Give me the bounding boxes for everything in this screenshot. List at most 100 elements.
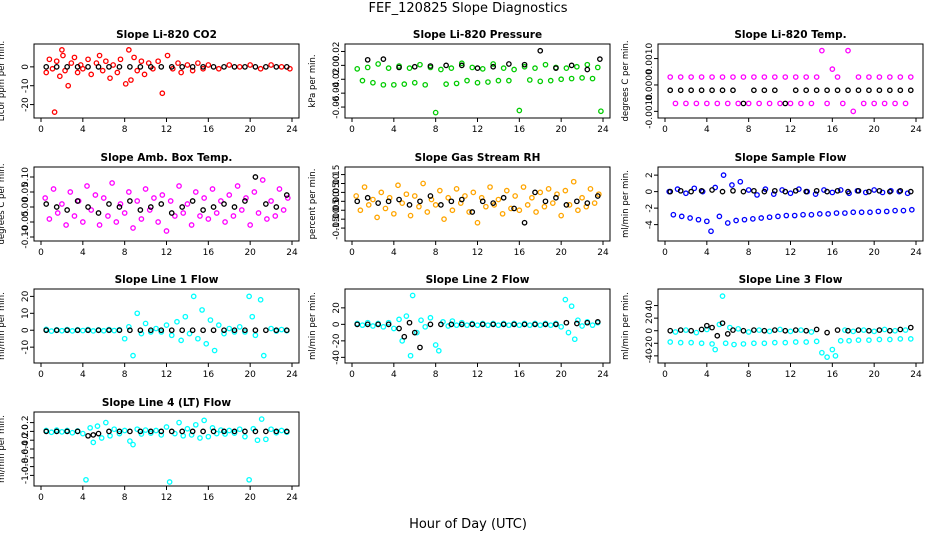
data-point <box>284 195 291 201</box>
data-point <box>584 319 591 326</box>
y-tick-label: -0.2 <box>21 431 31 449</box>
data-point <box>819 349 825 356</box>
data-point <box>855 87 862 94</box>
data-point <box>74 428 81 435</box>
y-tick-label: -0.6 <box>21 449 31 467</box>
x-tick-label: 20 <box>868 125 880 135</box>
data-point <box>127 198 133 204</box>
data-point <box>201 417 207 424</box>
data-point <box>413 329 420 336</box>
data-point <box>59 428 65 435</box>
data-point <box>816 211 823 217</box>
data-point <box>242 433 248 440</box>
data-point <box>751 340 757 347</box>
data-point <box>252 428 259 435</box>
data-point <box>708 228 714 235</box>
data-point <box>782 327 789 334</box>
data-point <box>411 193 418 199</box>
data-point <box>902 327 909 333</box>
data-point <box>106 327 112 334</box>
data-point <box>469 209 476 215</box>
data-point <box>74 327 81 334</box>
y-tick-label: -0.06 <box>332 95 342 119</box>
data-point <box>745 329 752 335</box>
data-point <box>516 107 523 114</box>
data-point <box>71 213 78 219</box>
data-point <box>547 77 554 84</box>
data-point <box>594 193 601 199</box>
data-point <box>102 58 109 65</box>
data-point <box>698 74 705 80</box>
x-tick-label: 0 <box>662 125 668 135</box>
y-axis-label: ml/min per min. <box>0 292 7 360</box>
data-point <box>168 64 175 70</box>
data-point <box>268 426 274 433</box>
data-point <box>280 207 287 213</box>
data-point <box>416 203 422 210</box>
data-point <box>866 188 872 195</box>
data-point <box>589 75 596 82</box>
x-tick-label: 20 <box>555 370 567 380</box>
data-point <box>566 202 573 208</box>
data-point <box>469 64 476 71</box>
data-point <box>273 428 280 435</box>
data-point <box>703 322 710 329</box>
data-point <box>111 426 118 433</box>
data-point <box>553 321 559 328</box>
data-point <box>168 210 175 216</box>
data-point <box>506 77 512 84</box>
data-point <box>46 216 53 222</box>
data-point <box>180 432 187 439</box>
data-point <box>211 347 218 354</box>
data-point <box>190 293 197 300</box>
data-point <box>579 194 585 201</box>
x-tick-label: 0 <box>38 248 44 258</box>
plot-frame <box>344 166 611 242</box>
data-point <box>238 207 245 213</box>
data-point <box>521 63 528 70</box>
data-point <box>724 100 731 107</box>
data-point <box>808 211 815 218</box>
data-point <box>589 322 596 329</box>
x-tick-label: 0 <box>349 370 355 380</box>
data-point <box>218 198 224 204</box>
data-point <box>46 56 53 63</box>
data-point <box>845 327 851 334</box>
data-point <box>278 64 285 70</box>
data-point <box>483 203 489 210</box>
data-point <box>64 428 70 435</box>
data-point <box>385 321 392 328</box>
data-point <box>698 187 705 194</box>
panel-title: Slope Line 3 Flow <box>739 274 843 286</box>
data-point <box>771 74 778 80</box>
data-point <box>188 222 195 228</box>
data-point <box>168 428 175 435</box>
data-point <box>709 87 715 94</box>
data-point <box>787 100 794 107</box>
data-point <box>866 87 872 94</box>
data-point <box>153 325 159 332</box>
data-point <box>69 328 76 334</box>
data-point <box>215 65 222 72</box>
x-tick-label: 0 <box>38 370 44 380</box>
data-point <box>834 87 841 94</box>
data-point <box>71 54 78 61</box>
data-point <box>479 65 486 72</box>
x-tick-label: 12 <box>472 125 483 135</box>
panel-title: Slope Li-820 Temp. <box>734 29 846 41</box>
data-point <box>396 196 402 203</box>
data-point <box>730 187 736 194</box>
x-tick-label: 4 <box>704 248 710 258</box>
data-point <box>95 430 102 437</box>
data-point <box>427 321 434 328</box>
data-point <box>688 327 694 334</box>
data-point <box>438 202 444 208</box>
data-point <box>792 339 799 345</box>
data-point <box>485 79 491 85</box>
data-point <box>887 188 893 195</box>
data-point <box>724 331 731 337</box>
data-point <box>438 66 444 73</box>
data-point <box>766 214 773 221</box>
y-tick-label: -0.05 <box>21 210 31 233</box>
y-tick-label: -40 <box>645 348 655 363</box>
